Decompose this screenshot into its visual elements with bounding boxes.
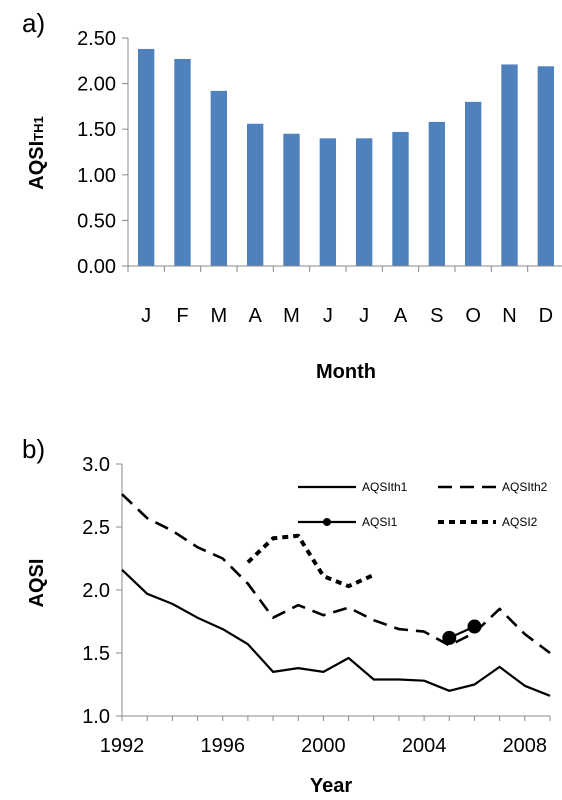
panel-label-a: a) xyxy=(22,8,45,38)
x-tick-label: 1992 xyxy=(100,735,145,757)
x-tick-label: 2000 xyxy=(301,735,346,757)
x-tick-label: S xyxy=(430,305,443,327)
bar xyxy=(319,138,337,266)
bar xyxy=(464,101,482,266)
legend-label: AQSI2 xyxy=(502,515,538,529)
y-tick-label: 2.0 xyxy=(82,580,110,602)
bar xyxy=(246,123,264,266)
y-tick-label: 2.50 xyxy=(77,28,116,50)
line-chart-legend: AQSIth1 AQSIth2 AQSI1 AQSI2 xyxy=(298,480,548,529)
x-tick-label: 2008 xyxy=(503,735,548,757)
x-tick-label: A xyxy=(394,305,408,327)
x-tick-label: D xyxy=(539,305,553,327)
line-series-group xyxy=(121,493,551,697)
x-tick-label: F xyxy=(176,305,188,327)
y-tick-label: 1.00 xyxy=(77,165,116,187)
series-line-aqsi2 xyxy=(246,533,375,589)
x-axis-title-year: Year xyxy=(310,775,352,797)
x-tick-label: 2004 xyxy=(402,735,447,757)
legend-label: AQSI1 xyxy=(362,515,398,529)
panel-label-b: b) xyxy=(22,434,45,464)
y-tick-label: 0.00 xyxy=(77,256,116,278)
series-point-aqsi1 xyxy=(442,630,457,645)
legend-marker xyxy=(323,518,331,526)
bar xyxy=(537,66,555,266)
y-tick-label: 2.00 xyxy=(77,74,116,96)
y-axis-title-aqsi: AQSI xyxy=(26,559,48,608)
bar xyxy=(355,138,373,266)
bar xyxy=(210,90,228,266)
series-line-aqsith1 xyxy=(121,569,551,697)
x-tick-label: J xyxy=(323,305,333,327)
bar xyxy=(137,48,155,266)
x-tick-label: M xyxy=(210,305,227,327)
line-chart-axes xyxy=(121,464,550,717)
y-axis-title-aqsi-th1: AQSITH1 xyxy=(26,116,48,189)
line-chart-y-ticks: 1.0 1.5 2.0 2.5 3.0 xyxy=(82,454,122,728)
bar-chart-axes xyxy=(127,38,562,267)
y-axis-title-subscript: TH1 xyxy=(31,116,46,141)
legend-label: AQSIth2 xyxy=(502,480,548,494)
y-tick-label: 2.5 xyxy=(82,517,110,539)
x-tick-label: A xyxy=(248,305,262,327)
y-tick-label: 1.50 xyxy=(77,119,116,141)
bar-chart-y-ticks: 0.00 0.50 1.00 1.50 2.00 2.50 xyxy=(77,28,128,278)
x-tick-label: 1996 xyxy=(200,735,245,757)
legend-label: AQSIth1 xyxy=(362,480,408,494)
y-tick-label: 1.5 xyxy=(82,643,110,665)
x-tick-label: N xyxy=(502,305,516,327)
x-tick-label: J xyxy=(141,305,151,327)
bar xyxy=(283,133,300,266)
x-tick-label: M xyxy=(283,305,300,327)
series-point-aqsi1 xyxy=(467,619,482,634)
bar xyxy=(392,131,409,266)
bar xyxy=(174,58,191,267)
annual-line-chart: b) 1.01.52.02.53.0 1992 1996 2000 2004 2008 … xyxy=(22,434,551,797)
bar xyxy=(501,64,518,266)
line-chart-x-ticks: 1992 1996 2000 2004 2008 xyxy=(100,716,551,757)
bars-group xyxy=(137,48,555,267)
y-tick-label: 3.0 xyxy=(82,454,110,476)
series-line-aqsith2 xyxy=(121,493,551,655)
bar xyxy=(428,121,446,267)
x-axis-title-month: Month xyxy=(316,361,376,383)
y-tick-label: 0.50 xyxy=(77,210,116,232)
y-tick-label: 1.0 xyxy=(82,706,110,728)
y-axis-title-main: AQSI xyxy=(26,141,48,190)
x-tick-label: J xyxy=(359,305,369,327)
x-tick-label: O xyxy=(465,305,481,327)
